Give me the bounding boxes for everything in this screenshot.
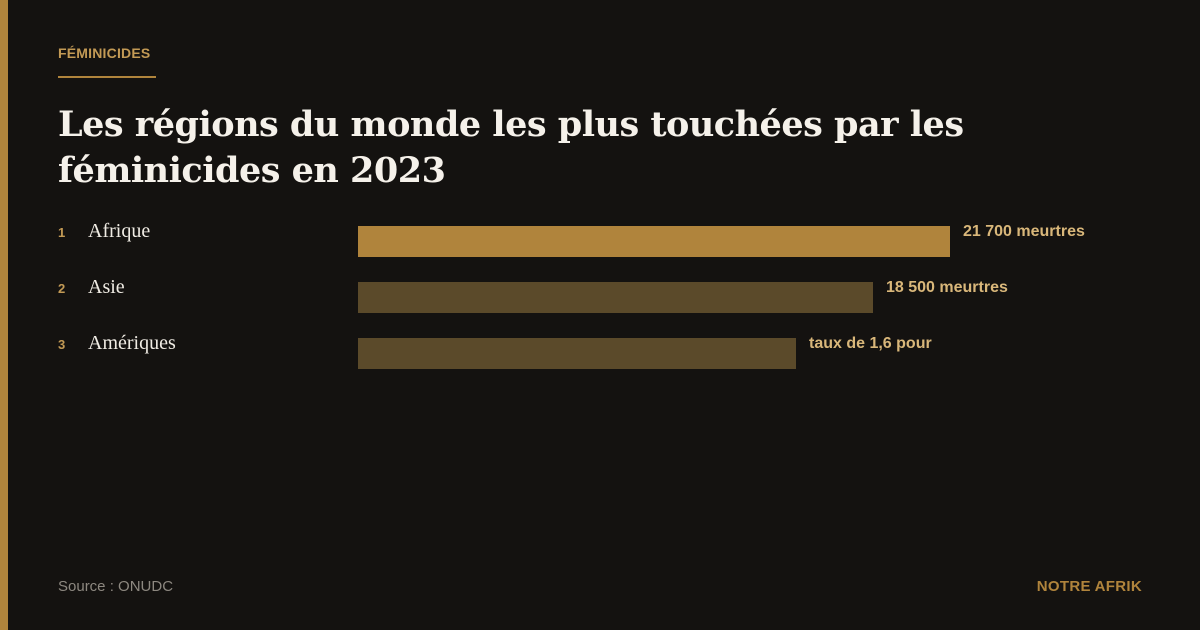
rank: 3 — [58, 337, 66, 352]
accent-stripe — [0, 0, 8, 630]
brand: NOTRE AFRIK — [1036, 578, 1142, 595]
bar — [358, 226, 950, 257]
source: Source : ONUDC — [58, 578, 174, 595]
bar-wrap: taux de 1,6 pour — [358, 335, 932, 369]
bar-wrap: 21 700 meurtres — [358, 223, 1085, 257]
kicker-rule — [58, 76, 156, 78]
row: 1 Afrique 21 700 meurtres — [58, 220, 1158, 258]
kicker: FÉMINICIDES — [58, 45, 151, 61]
region: Afrique — [88, 220, 151, 242]
rank: 1 — [58, 225, 66, 240]
region: Amériques — [88, 332, 176, 354]
title: Les régions du monde les plus touchées p… — [58, 104, 964, 191]
region: Asie — [88, 276, 125, 298]
bar-wrap: 18 500 meurtres — [358, 279, 1008, 313]
bar — [358, 338, 796, 369]
value-label: 18 500 meurtres — [886, 279, 1008, 296]
bar — [358, 282, 873, 313]
row: 3 Amériques taux de 1,6 pour — [58, 332, 1158, 370]
rank: 2 — [58, 281, 66, 296]
value-label: 21 700 meurtres — [963, 223, 1085, 240]
row: 2 Asie 18 500 meurtres — [58, 276, 1158, 314]
value-label: taux de 1,6 pour — [809, 335, 932, 352]
